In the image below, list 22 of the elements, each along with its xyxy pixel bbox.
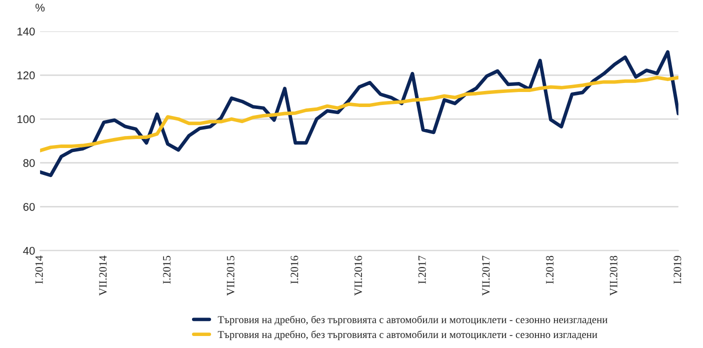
- x-tick-label: I.2016: [290, 256, 298, 284]
- x-tick-label: I.2015: [163, 256, 171, 284]
- legend-label: Търговия на дребно, без търговията с автомобили и мотоциклети - сезонно неизгладени: [218, 316, 608, 326]
- y-tick-label: 60: [23, 202, 35, 211]
- x-tick-label: VII.2016: [354, 256, 362, 296]
- line-series: [40, 50, 678, 178]
- x-tick-label: I.2017: [418, 256, 426, 284]
- x-tick-label: I.2018: [546, 256, 554, 284]
- y-tick-label: 140: [18, 28, 35, 36]
- y-tick-label: 40: [23, 246, 35, 255]
- x-tick-label: VII.2014: [99, 256, 107, 296]
- y-tick-label: 120: [18, 71, 35, 80]
- x-tick-label: VII.2015: [226, 256, 234, 296]
- y-axis-title: %: [36, 4, 45, 12]
- x-tick-label: VII.2018: [610, 256, 618, 296]
- legend-label: Търговия на дребно, без търговията с автомобили и мотоциклети - сезонно изгладени: [218, 330, 598, 340]
- y-tick-label: 80: [23, 159, 35, 167]
- line-series: [40, 76, 678, 152]
- x-tick-label: VII.2017: [482, 256, 490, 296]
- x-tick-label: I.2019: [674, 256, 682, 284]
- x-tick-label: I.2014: [35, 256, 43, 284]
- y-tick-label: 100: [18, 115, 35, 124]
